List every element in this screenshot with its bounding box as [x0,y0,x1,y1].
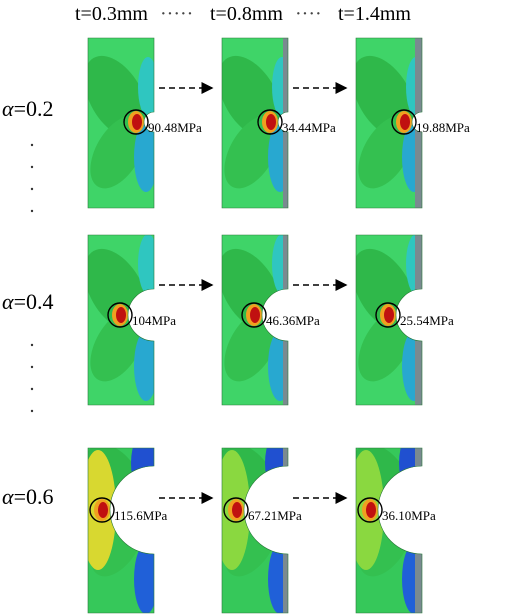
hot-spot [132,114,142,130]
contour [131,448,154,498]
dot [30,165,34,169]
alpha-value: =0.2 [14,96,54,121]
plate-outline [87,234,155,406]
dot [30,387,34,391]
contour [134,331,154,401]
contour [402,544,422,613]
stress-label: 115.6MPa [114,508,168,523]
hot-spot-circle [257,109,283,135]
hot-spot [366,502,376,518]
stress-label: 104MPa [132,313,176,328]
alpha-value: =0.4 [14,289,54,314]
layer [283,448,288,613]
row-label: α=0.6 [2,484,53,509]
alpha-symbol: α [2,289,14,314]
contour [402,331,422,401]
contour [272,57,288,117]
hot-spot [98,502,108,518]
contour [134,122,154,192]
plate [88,235,154,405]
hot-spot-circle [241,302,267,328]
hot-spot [232,502,242,518]
stress-label: 19.88MPa [416,120,470,135]
stress-label: 46.36MPa [266,313,320,328]
alpha-symbol: α [2,96,14,121]
contour [138,235,154,294]
hot-spot-circle [375,302,401,328]
hot-spot-circle [89,497,115,523]
contour [272,235,288,294]
plate-outline [221,234,289,406]
panels: 90.48MPa 34.44MPa 19.88MPa 104MPa 46.36MPa 25… [87,37,470,614]
dot [30,343,34,347]
contour [134,544,154,613]
hot-spot-circle [123,109,149,135]
hot-spot [384,307,394,323]
contour [268,544,288,613]
row-label: α=0.2 [2,96,53,121]
column-header: t=0.8mm [210,3,283,25]
plate-outline [355,234,423,406]
alpha-symbol: α [2,484,14,509]
plate-outline [221,447,289,614]
stress-label: 36.10MPa [382,508,436,523]
hot-spot [250,307,260,323]
hot-spot-circle [223,497,249,523]
alpha-value: =0.6 [14,484,54,509]
plate-outline [355,37,423,209]
hot-spot [400,114,410,130]
stress-label: 25.54MPa [400,313,454,328]
dot [30,143,34,147]
plate-outline [221,37,289,209]
dot [30,187,34,191]
stress-label: 90.48MPa [148,120,202,135]
hot-spot [116,307,126,323]
contour [138,57,154,117]
stress-label: 67.21MPa [248,508,302,523]
column-header: t=1.4mm [338,3,411,25]
layer [415,448,422,613]
row-label: α=0.4 [2,289,53,314]
hot-spot-circle [357,497,383,523]
stress-label: 34.44MPa [282,120,336,135]
hot-spot-circle [107,302,133,328]
plate-outline [355,447,423,614]
dot [30,409,34,413]
dot [30,365,34,369]
hot-spot [266,114,276,130]
contour [268,331,288,401]
column-header: t=0.3mm [75,3,148,25]
plate-outline [87,37,155,209]
dots: ···· [295,3,322,25]
dot [30,209,34,213]
dots: ····· [160,3,193,25]
plate-outline [87,447,155,614]
hot-spot-circle [391,109,417,135]
